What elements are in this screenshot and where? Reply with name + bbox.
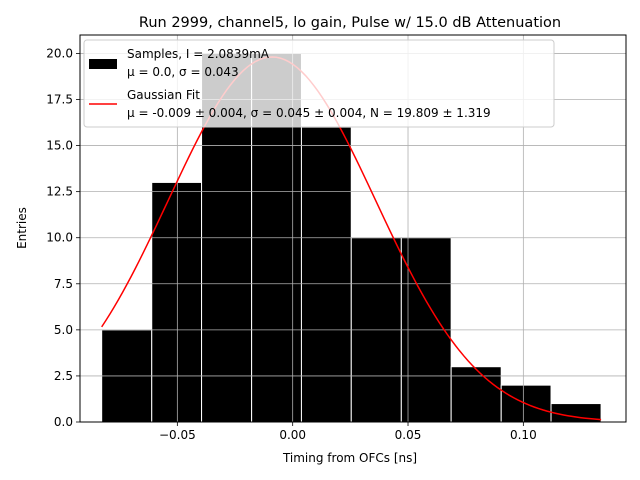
x-tick-label: −0.05 <box>159 428 196 442</box>
y-tick-label: 15.0 <box>46 139 73 153</box>
x-axis-label: Timing from OFCs [ns] <box>282 451 417 465</box>
x-axis-ticks: −0.05 0.00 0.05 0.10 <box>159 422 537 442</box>
legend: Samples, I = 2.0839mA μ = 0.0, σ = 0.043… <box>83 39 555 128</box>
y-tick-label: 10.0 <box>46 231 73 245</box>
gaussian-fit-layer <box>101 56 602 421</box>
y-tick-label: 0.0 <box>54 415 73 429</box>
y-axis-label: Entries <box>15 207 29 249</box>
gaussian-fit-curve <box>101 56 602 421</box>
legend-samples-label: Samples, I = 2.0839mA <box>127 47 270 61</box>
legend-samples-swatch <box>89 59 117 69</box>
y-tick-label: 20.0 <box>46 46 73 60</box>
legend-samples-stats: μ = 0.0, σ = 0.043 <box>127 65 239 79</box>
legend-box <box>83 39 555 128</box>
y-tick-label: 12.5 <box>46 185 73 199</box>
plot-frame <box>79 34 627 423</box>
x-tick-label: 0.00 <box>279 428 306 442</box>
y-tick-label: 2.5 <box>54 369 73 383</box>
legend-fit-stats: μ = -0.009 ± 0.004, σ = 0.045 ± 0.004, N… <box>127 106 491 120</box>
y-tick-label: 7.5 <box>54 277 73 291</box>
y-tick-label: 17.5 <box>46 93 73 107</box>
histogram-bar <box>450 366 502 423</box>
histogram-bar <box>300 126 352 423</box>
y-tick-label: 5.0 <box>54 323 73 337</box>
x-tick-label: 0.10 <box>510 428 537 442</box>
x-tick-label: 0.05 <box>395 428 422 442</box>
legend-fit-label: Gaussian Fit <box>127 88 200 102</box>
chart-title: Run 2999, channel5, lo gain, Pulse w/ 15… <box>139 15 561 31</box>
y-axis-ticks: 0.0 2.5 5.0 7.5 10.0 12.5 15.0 17.5 20.0 <box>46 46 80 429</box>
